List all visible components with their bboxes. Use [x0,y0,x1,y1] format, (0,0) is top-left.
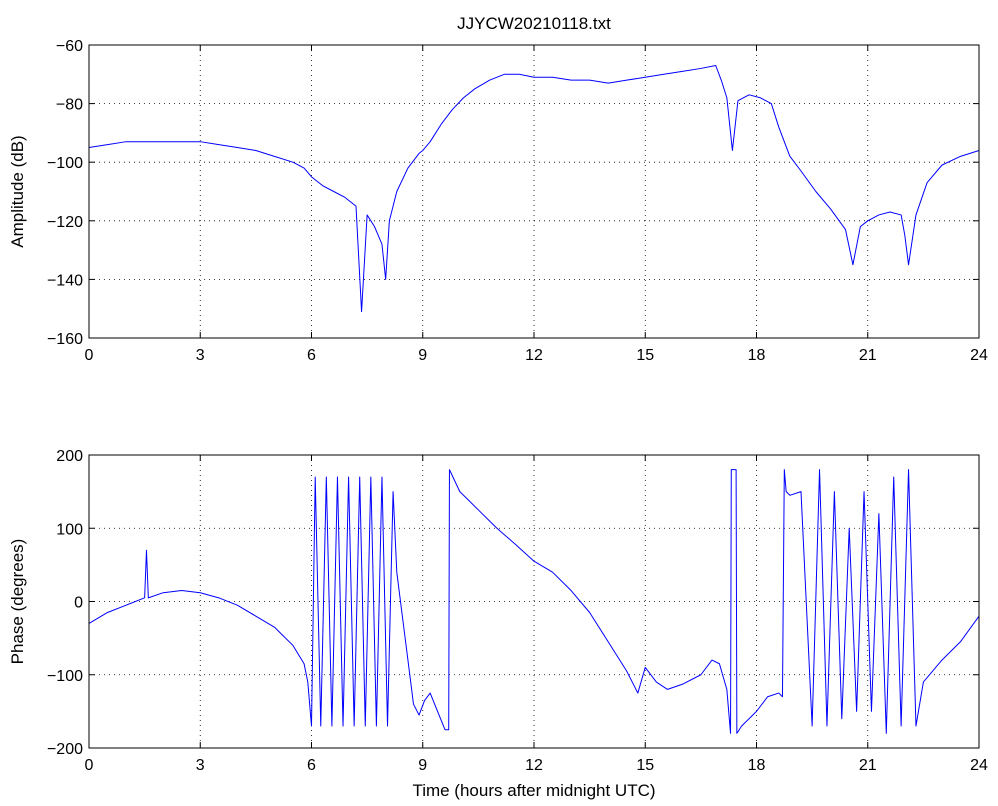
y-tick-label: 200 [56,448,83,465]
amplitude-panel: 0 3 6 9 12 15 18 21 24 −60 −80 −100 −120 −140 −160 JJYC… [8,14,988,364]
x-tick-label: 9 [418,757,427,774]
x-tick-label: 18 [748,757,766,774]
series-line [88,65,980,313]
y-tick-label: −100 [47,155,83,172]
x-tick-label: 6 [307,757,316,774]
x-tick-label: 24 [970,347,988,364]
x-tick-label: 6 [307,347,316,364]
x-tick-label: 15 [636,757,654,774]
chart-title: JJYCW20210118.txt [457,14,611,33]
y-tick-label: −120 [47,214,83,231]
x-tick-label: 12 [525,347,543,364]
y-tick-label: 0 [74,595,83,612]
x-tick-label: 0 [85,757,94,774]
x-tick-label: 3 [196,757,205,774]
series-line [88,469,980,734]
y-tick-label: −80 [56,97,83,114]
y-axis-label: Amplitude (dB) [8,135,27,247]
y-tick-label: −140 [47,272,83,289]
y-tick-label: −60 [56,38,83,55]
plot-area [89,45,979,338]
x-tick-label: 18 [748,347,766,364]
x-tick-label: 9 [418,347,427,364]
x-tick-label: 24 [970,757,988,774]
x-axis-label: Time (hours after midnight UTC) [412,781,655,800]
x-tick-label: 3 [196,347,205,364]
y-tick-label: 100 [56,521,83,538]
x-tick-label: 21 [859,757,877,774]
phase-panel: 0 3 6 9 12 15 18 21 24 200 100 0 −100 −200 Time (hours… [8,448,988,800]
y-tick-label: −160 [47,331,83,348]
y-tick-label: −100 [47,668,83,685]
y-tick-label: −200 [47,741,83,758]
x-tick-label: 15 [636,347,654,364]
x-tick-label: 21 [859,347,877,364]
x-tick-label: 0 [85,347,94,364]
x-tick-label: 12 [525,757,543,774]
y-axis-label: Phase (degrees) [8,539,27,665]
